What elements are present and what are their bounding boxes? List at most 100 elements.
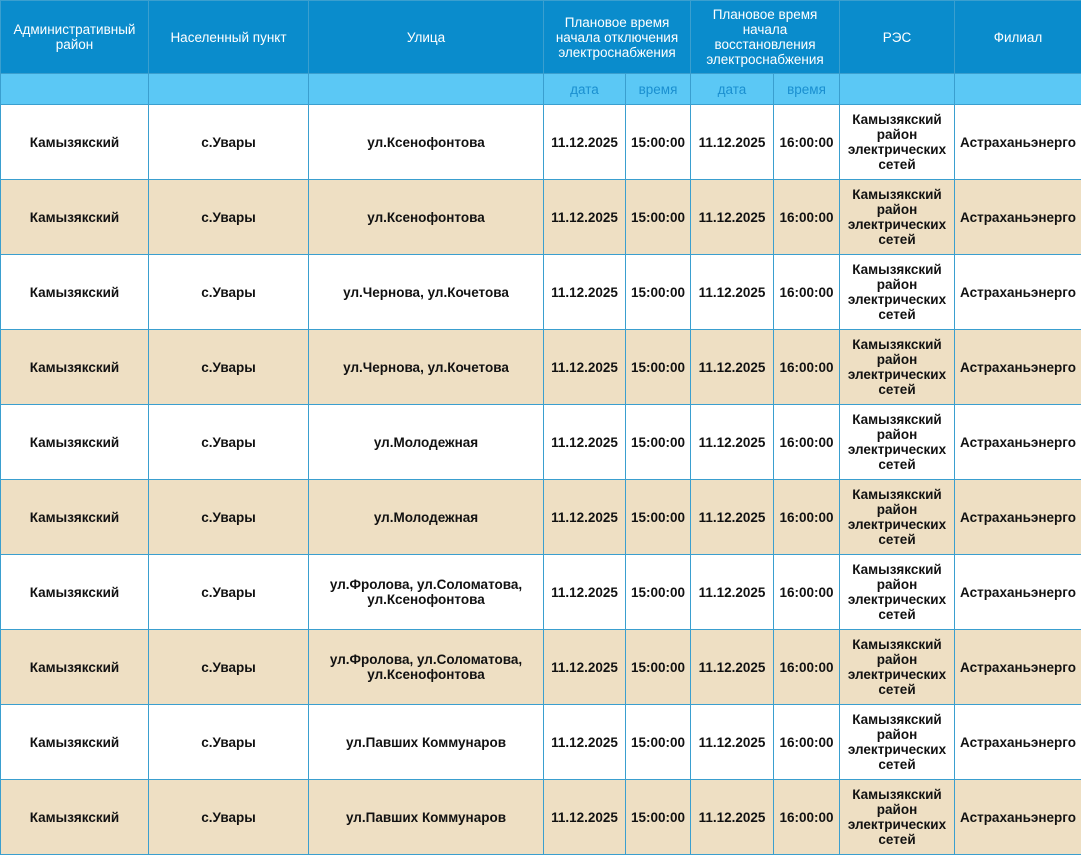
- cell-off-date: 11.12.2025: [543, 329, 626, 405]
- cell-on-time: 16:00:00: [773, 254, 840, 330]
- cell-on-date: 11.12.2025: [690, 554, 774, 630]
- cell-off-date: 11.12.2025: [543, 479, 626, 555]
- cell-on-time: 16:00:00: [773, 629, 840, 705]
- cell-locality: с.Увары: [148, 104, 309, 180]
- header-off-time: Плановое время начала отключения электро…: [543, 0, 691, 74]
- cell-off-date: 11.12.2025: [543, 779, 626, 855]
- cell-on-time: 16:00:00: [773, 704, 840, 780]
- subheader-empty: [308, 73, 544, 105]
- table-row: Камызякский с.Увары ул.Фролова, ул.Соломат…: [0, 629, 1081, 705]
- cell-locality: с.Увары: [148, 329, 309, 405]
- cell-res: Камызякский район электрических сетей: [839, 479, 955, 555]
- cell-street: ул.Чернова, ул.Кочетова: [308, 329, 544, 405]
- cell-on-date: 11.12.2025: [690, 404, 774, 480]
- header-restore-time: Плановое время начала восстановления эле…: [690, 0, 840, 74]
- cell-street: ул.Павших Коммунаров: [308, 779, 544, 855]
- cell-locality: с.Увары: [148, 554, 309, 630]
- cell-street: ул.Ксенофонтова: [308, 104, 544, 180]
- cell-off-date: 11.12.2025: [543, 254, 626, 330]
- header-locality: Населенный пункт: [148, 0, 309, 74]
- subheader-empty: [839, 73, 955, 105]
- cell-off-time: 15:00:00: [625, 779, 691, 855]
- cell-district: Камызякский: [0, 629, 149, 705]
- cell-district: Камызякский: [0, 779, 149, 855]
- header-res: РЭС: [839, 0, 955, 74]
- cell-on-time: 16:00:00: [773, 479, 840, 555]
- cell-branch: Астраханьэнерго: [954, 404, 1081, 480]
- cell-locality: с.Увары: [148, 404, 309, 480]
- cell-off-time: 15:00:00: [625, 179, 691, 255]
- cell-district: Камызякский: [0, 179, 149, 255]
- cell-off-time: 15:00:00: [625, 479, 691, 555]
- cell-off-time: 15:00:00: [625, 554, 691, 630]
- cell-res: Камызякский район электрических сетей: [839, 104, 955, 180]
- cell-off-date: 11.12.2025: [543, 404, 626, 480]
- cell-on-date: 11.12.2025: [690, 254, 774, 330]
- cell-branch: Астраханьэнерго: [954, 779, 1081, 855]
- cell-off-time: 15:00:00: [625, 104, 691, 180]
- cell-off-time: 15:00:00: [625, 629, 691, 705]
- cell-street: ул.Фролова, ул.Соломатова, ул.Ксенофонто…: [308, 629, 544, 705]
- table-row: Камызякский с.Увары ул.Ксенофонтова 11.12.2…: [0, 179, 1081, 255]
- cell-branch: Астраханьэнерго: [954, 329, 1081, 405]
- cell-branch: Астраханьэнерго: [954, 179, 1081, 255]
- cell-res: Камызякский район электрических сетей: [839, 779, 955, 855]
- cell-on-time: 16:00:00: [773, 404, 840, 480]
- cell-off-date: 11.12.2025: [543, 179, 626, 255]
- cell-branch: Астраханьэнерго: [954, 479, 1081, 555]
- cell-off-time: 15:00:00: [625, 704, 691, 780]
- cell-off-date: 11.12.2025: [543, 629, 626, 705]
- subheader-off-date: дата: [543, 73, 626, 105]
- table-row: Камызякский с.Увары ул.Чернова, ул.Кочетов…: [0, 254, 1081, 330]
- subheader-on-time: время: [773, 73, 840, 105]
- cell-off-date: 11.12.2025: [543, 104, 626, 180]
- cell-on-date: 11.12.2025: [690, 179, 774, 255]
- cell-district: Камызякский: [0, 704, 149, 780]
- cell-branch: Астраханьэнерго: [954, 704, 1081, 780]
- cell-res: Камызякский район электрических сетей: [839, 554, 955, 630]
- cell-locality: с.Увары: [148, 179, 309, 255]
- cell-res: Камызякский район электрических сетей: [839, 254, 955, 330]
- cell-district: Камызякский: [0, 554, 149, 630]
- cell-locality: с.Увары: [148, 254, 309, 330]
- cell-branch: Астраханьэнерго: [954, 254, 1081, 330]
- cell-res: Камызякский район электрических сетей: [839, 179, 955, 255]
- cell-res: Камызякский район электрических сетей: [839, 404, 955, 480]
- cell-street: ул.Павших Коммунаров: [308, 704, 544, 780]
- cell-street: ул.Ксенофонтова: [308, 179, 544, 255]
- cell-street: ул.Молодежная: [308, 479, 544, 555]
- cell-on-date: 11.12.2025: [690, 104, 774, 180]
- cell-off-time: 15:00:00: [625, 254, 691, 330]
- subheader-empty: [148, 73, 309, 105]
- cell-branch: Астраханьэнерго: [954, 554, 1081, 630]
- cell-locality: с.Увары: [148, 704, 309, 780]
- table-row: Камызякский с.Увары ул.Ксенофонтова 11.12.2…: [0, 104, 1081, 180]
- cell-on-time: 16:00:00: [773, 779, 840, 855]
- cell-district: Камызякский: [0, 404, 149, 480]
- cell-off-time: 15:00:00: [625, 329, 691, 405]
- header-street: Улица: [308, 0, 544, 74]
- table-row: Камызякский с.Увары ул.Фролова, ул.Соломат…: [0, 554, 1081, 630]
- table-row: Камызякский с.Увары ул.Павших Коммунаров 11…: [0, 704, 1081, 780]
- table-row: Камызякский с.Увары ул.Павших Коммунаров 11…: [0, 779, 1081, 855]
- subheader-empty: [0, 73, 149, 105]
- cell-district: Камызякский: [0, 104, 149, 180]
- cell-locality: с.Увары: [148, 479, 309, 555]
- table-row: Камызякский с.Увары ул.Молодежная 11.12.202…: [0, 404, 1081, 480]
- cell-on-time: 16:00:00: [773, 554, 840, 630]
- cell-on-time: 16:00:00: [773, 329, 840, 405]
- cell-res: Камызякский район электрических сетей: [839, 329, 955, 405]
- cell-district: Камызякский: [0, 479, 149, 555]
- cell-on-date: 11.12.2025: [690, 704, 774, 780]
- header-district: Административный район: [0, 0, 149, 74]
- cell-on-date: 11.12.2025: [690, 779, 774, 855]
- table-row: Камызякский с.Увары ул.Чернова, ул.Кочетов…: [0, 329, 1081, 405]
- table-row: Камызякский с.Увары ул.Молодежная 11.12.202…: [0, 479, 1081, 555]
- cell-district: Камызякский: [0, 329, 149, 405]
- cell-off-date: 11.12.2025: [543, 704, 626, 780]
- cell-branch: Астраханьэнерго: [954, 104, 1081, 180]
- cell-on-date: 11.12.2025: [690, 329, 774, 405]
- cell-on-date: 11.12.2025: [690, 479, 774, 555]
- cell-street: ул.Фролова, ул.Соломатова, ул.Ксенофонто…: [308, 554, 544, 630]
